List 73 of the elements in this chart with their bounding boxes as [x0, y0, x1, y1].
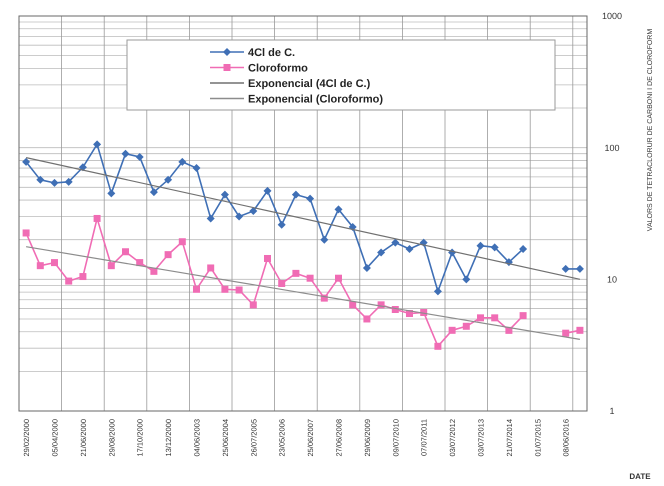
- point: [193, 286, 200, 293]
- point: [292, 190, 300, 199]
- point: [491, 314, 498, 322]
- legend-label: Exponencial (4Cl de C.): [248, 78, 371, 90]
- point: [22, 158, 30, 166]
- point: [391, 238, 400, 247]
- x-axis-title: DATE: [629, 472, 652, 481]
- point: [490, 243, 499, 252]
- point: [36, 176, 44, 184]
- point: [292, 270, 300, 277]
- point: [562, 264, 570, 273]
- legend-label: Cloroformo: [248, 62, 308, 74]
- point: [220, 190, 229, 199]
- point: [94, 214, 101, 222]
- point: [164, 176, 172, 184]
- point: [462, 275, 470, 284]
- legend-label: 4Cl de C.: [248, 46, 296, 59]
- point: [520, 312, 527, 320]
- point: [362, 264, 371, 272]
- point: [136, 152, 144, 161]
- point: [349, 301, 356, 308]
- point: [50, 178, 58, 187]
- point: [206, 214, 215, 222]
- y-tick-label: 10: [606, 274, 618, 284]
- point: [93, 140, 102, 148]
- point: [363, 315, 370, 322]
- point: [150, 268, 158, 275]
- point: [150, 188, 158, 196]
- point: [36, 262, 44, 270]
- point: [476, 242, 484, 250]
- legend-label: Exponencial (Cloroformo): [248, 93, 384, 106]
- point: [334, 205, 342, 214]
- point: [306, 274, 314, 282]
- y-tick-label: 1: [609, 406, 615, 416]
- point: [236, 286, 243, 294]
- point: [207, 264, 214, 272]
- point: [64, 178, 73, 186]
- point: [477, 314, 484, 322]
- point: [264, 186, 272, 195]
- y-tick-label: 100: [604, 142, 620, 153]
- point: [164, 251, 172, 258]
- point: [122, 150, 130, 158]
- point: [434, 342, 442, 350]
- point: [562, 330, 570, 337]
- point: [576, 326, 584, 334]
- point: [306, 194, 314, 203]
- point: [434, 287, 442, 296]
- y-tick-label: 1000: [602, 11, 622, 22]
- point: [122, 248, 129, 256]
- point: [221, 286, 228, 293]
- point: [178, 238, 186, 246]
- point: [462, 322, 470, 330]
- point: [335, 274, 342, 282]
- point: [192, 164, 200, 172]
- point: [107, 189, 116, 198]
- point: [519, 244, 528, 253]
- point: [249, 207, 258, 216]
- point: [278, 280, 286, 287]
- point: [278, 220, 286, 229]
- point: [65, 278, 72, 285]
- point: [178, 158, 186, 166]
- point: [448, 326, 456, 334]
- point: [406, 244, 414, 253]
- point: [22, 229, 30, 236]
- point: [79, 273, 86, 280]
- point: [377, 248, 386, 256]
- point: [250, 301, 257, 308]
- point: [235, 212, 244, 221]
- point: [108, 262, 115, 270]
- point: [576, 264, 584, 273]
- point: [51, 259, 58, 266]
- point: [264, 254, 271, 262]
- point: [320, 236, 328, 244]
